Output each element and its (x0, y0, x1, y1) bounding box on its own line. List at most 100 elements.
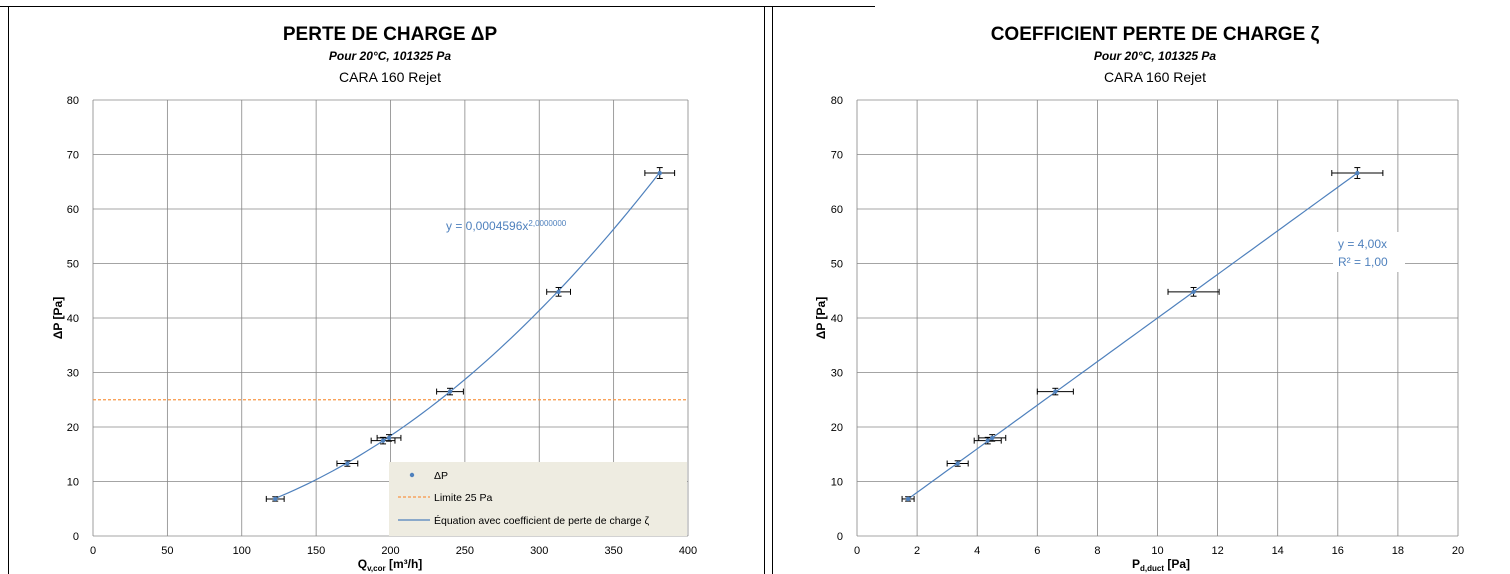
data-point-marker (345, 461, 350, 466)
data-point-marker (386, 435, 392, 441)
data-points-layer (265, 167, 676, 502)
x-axis-label-unit: [m³/h] (386, 557, 423, 571)
y-tick-label: 10 (831, 477, 843, 489)
x-tick-label: 300 (530, 545, 548, 557)
data-point (973, 436, 1002, 445)
frame-top-right (765, 6, 875, 7)
y-tick-label: 40 (67, 313, 79, 325)
fit-curve (274, 172, 661, 499)
data-point (436, 387, 464, 396)
fit-line-layer (907, 172, 1358, 500)
data-point (901, 495, 915, 502)
equation-box (1333, 232, 1405, 272)
legend-item-dp: ΔP (434, 470, 448, 482)
equation-label: y = 0,0004596x2,0000000 (446, 219, 567, 234)
y-tick-label: 70 (831, 150, 843, 162)
x-axis-label-unit: [Pa] (1164, 557, 1190, 571)
x-tick-label: 12 (1211, 545, 1223, 557)
y-tick-label: 60 (67, 204, 79, 216)
equation-exponent: 2,0000000 (528, 219, 566, 228)
y-tick-label: 20 (67, 422, 79, 434)
x-tick-label: 20 (1452, 545, 1464, 557)
data-point-marker (556, 289, 561, 295)
x-axis-label-main: P (1132, 557, 1140, 571)
data-point-marker (657, 170, 662, 176)
y-tick-label: 60 (831, 204, 843, 216)
x-tick-label: 6 (1034, 545, 1040, 557)
data-point (546, 286, 571, 297)
data-point (1167, 286, 1220, 297)
data-point (644, 167, 676, 179)
y-tick-label: 0 (837, 531, 843, 543)
fit-curve (907, 172, 1358, 500)
chart-svg-right: COEFFICIENT PERTE DE CHARGE ζ Pour 20°C,… (814, 24, 1464, 573)
data-point (978, 434, 1007, 442)
x-tick-label: 2 (914, 545, 920, 557)
x-tick-label: 150 (307, 545, 325, 557)
y-tick-label: 20 (831, 422, 843, 434)
chart-panel-right: COEFFICIENT PERTE DE CHARGE ζ Pour 20°C,… (765, 0, 1510, 574)
y-tick-label: 10 (67, 477, 79, 489)
data-point (265, 495, 285, 502)
data-point (336, 460, 359, 467)
data-point-marker (955, 461, 960, 466)
x-tick-label: 8 (1094, 545, 1100, 557)
frame-left-edge (8, 6, 9, 574)
data-point (946, 460, 969, 467)
y-tick-label: 80 (67, 95, 79, 107)
chart-subtitle: Pour 20°C, 101325 Pa (1094, 49, 1217, 63)
x-tick-label: 250 (456, 545, 474, 557)
y-tick-label: 70 (67, 150, 79, 162)
chart-series-caption: CARA 160 Rejet (1104, 69, 1206, 85)
y-tick-label: 30 (831, 368, 843, 380)
y-tick-label: 30 (67, 368, 79, 380)
equation-text: y = 0,0004596x (446, 219, 528, 233)
x-axis-label-main: Q (358, 557, 367, 571)
chart-title: PERTE DE CHARGE ΔP (283, 24, 498, 45)
data-point-marker (1191, 289, 1196, 295)
legend-box (389, 462, 687, 536)
legend-marker-dp (409, 472, 415, 478)
x-tick-label: 400 (679, 545, 697, 557)
x-tick-label: 350 (604, 545, 622, 557)
data-point-marker (447, 389, 453, 394)
data-point (376, 434, 402, 442)
data-point-marker (273, 496, 278, 502)
x-tick-label: 50 (161, 545, 173, 557)
data-point-marker (1053, 389, 1058, 394)
y-tick-label: 0 (73, 531, 79, 543)
chart-subtitle: Pour 20°C, 101325 Pa (329, 49, 452, 63)
x-tick-label: 10 (1151, 545, 1163, 557)
legend-item-equation: Équation avec coefficient de perte de ch… (434, 514, 650, 527)
x-axis-label-sub: v,cor (367, 564, 386, 573)
tick-labels: 0 50 100 150 200 250 300 350 400 0 10 20 30 40 50 60 70 8… (67, 95, 697, 557)
data-point (1036, 387, 1074, 396)
chart-title: COEFFICIENT PERTE DE CHARGE ζ (991, 24, 1320, 45)
y-tick-label: 50 (67, 259, 79, 271)
chart-series-caption: CARA 160 Rejet (339, 69, 441, 85)
x-tick-label: 0 (90, 545, 96, 557)
x-tick-label: 0 (854, 545, 860, 557)
x-tick-label: 18 (1392, 545, 1404, 557)
data-points-layer (901, 167, 1384, 502)
r-squared-label: R² = 1,00 (1338, 255, 1388, 269)
data-point-marker (380, 438, 386, 443)
data-point (1331, 167, 1384, 179)
x-tick-label: 16 (1332, 545, 1344, 557)
legend: ΔP Limite 25 Pa Équation avec coefficien… (389, 462, 687, 536)
legend-item-limit: Limite 25 Pa (434, 492, 493, 504)
data-point-marker (1355, 170, 1360, 176)
data-point-marker (985, 438, 990, 443)
fit-curve-layer (274, 172, 661, 499)
data-point-marker (990, 435, 995, 441)
x-tick-label: 200 (381, 545, 399, 557)
equation-label: y = 4,00x (1338, 237, 1387, 251)
frame-divider-right (772, 6, 773, 574)
x-tick-label: 14 (1272, 545, 1284, 557)
x-tick-label: 4 (974, 545, 980, 557)
x-axis-label: Pd,duct [Pa] (1132, 557, 1190, 573)
tick-labels: 0 2 4 6 8 10 12 14 16 18 20 0 10 20 30 40 50 60 70 80 (831, 95, 1464, 557)
chart-svg-left: PERTE DE CHARGE ΔP Pour 20°C, 101325 Pa … (51, 24, 697, 573)
x-axis-label: Qv,cor [m³/h] (358, 557, 423, 573)
chart-panel-left: PERTE DE CHARGE ΔP Pour 20°C, 101325 Pa … (51, 24, 698, 573)
